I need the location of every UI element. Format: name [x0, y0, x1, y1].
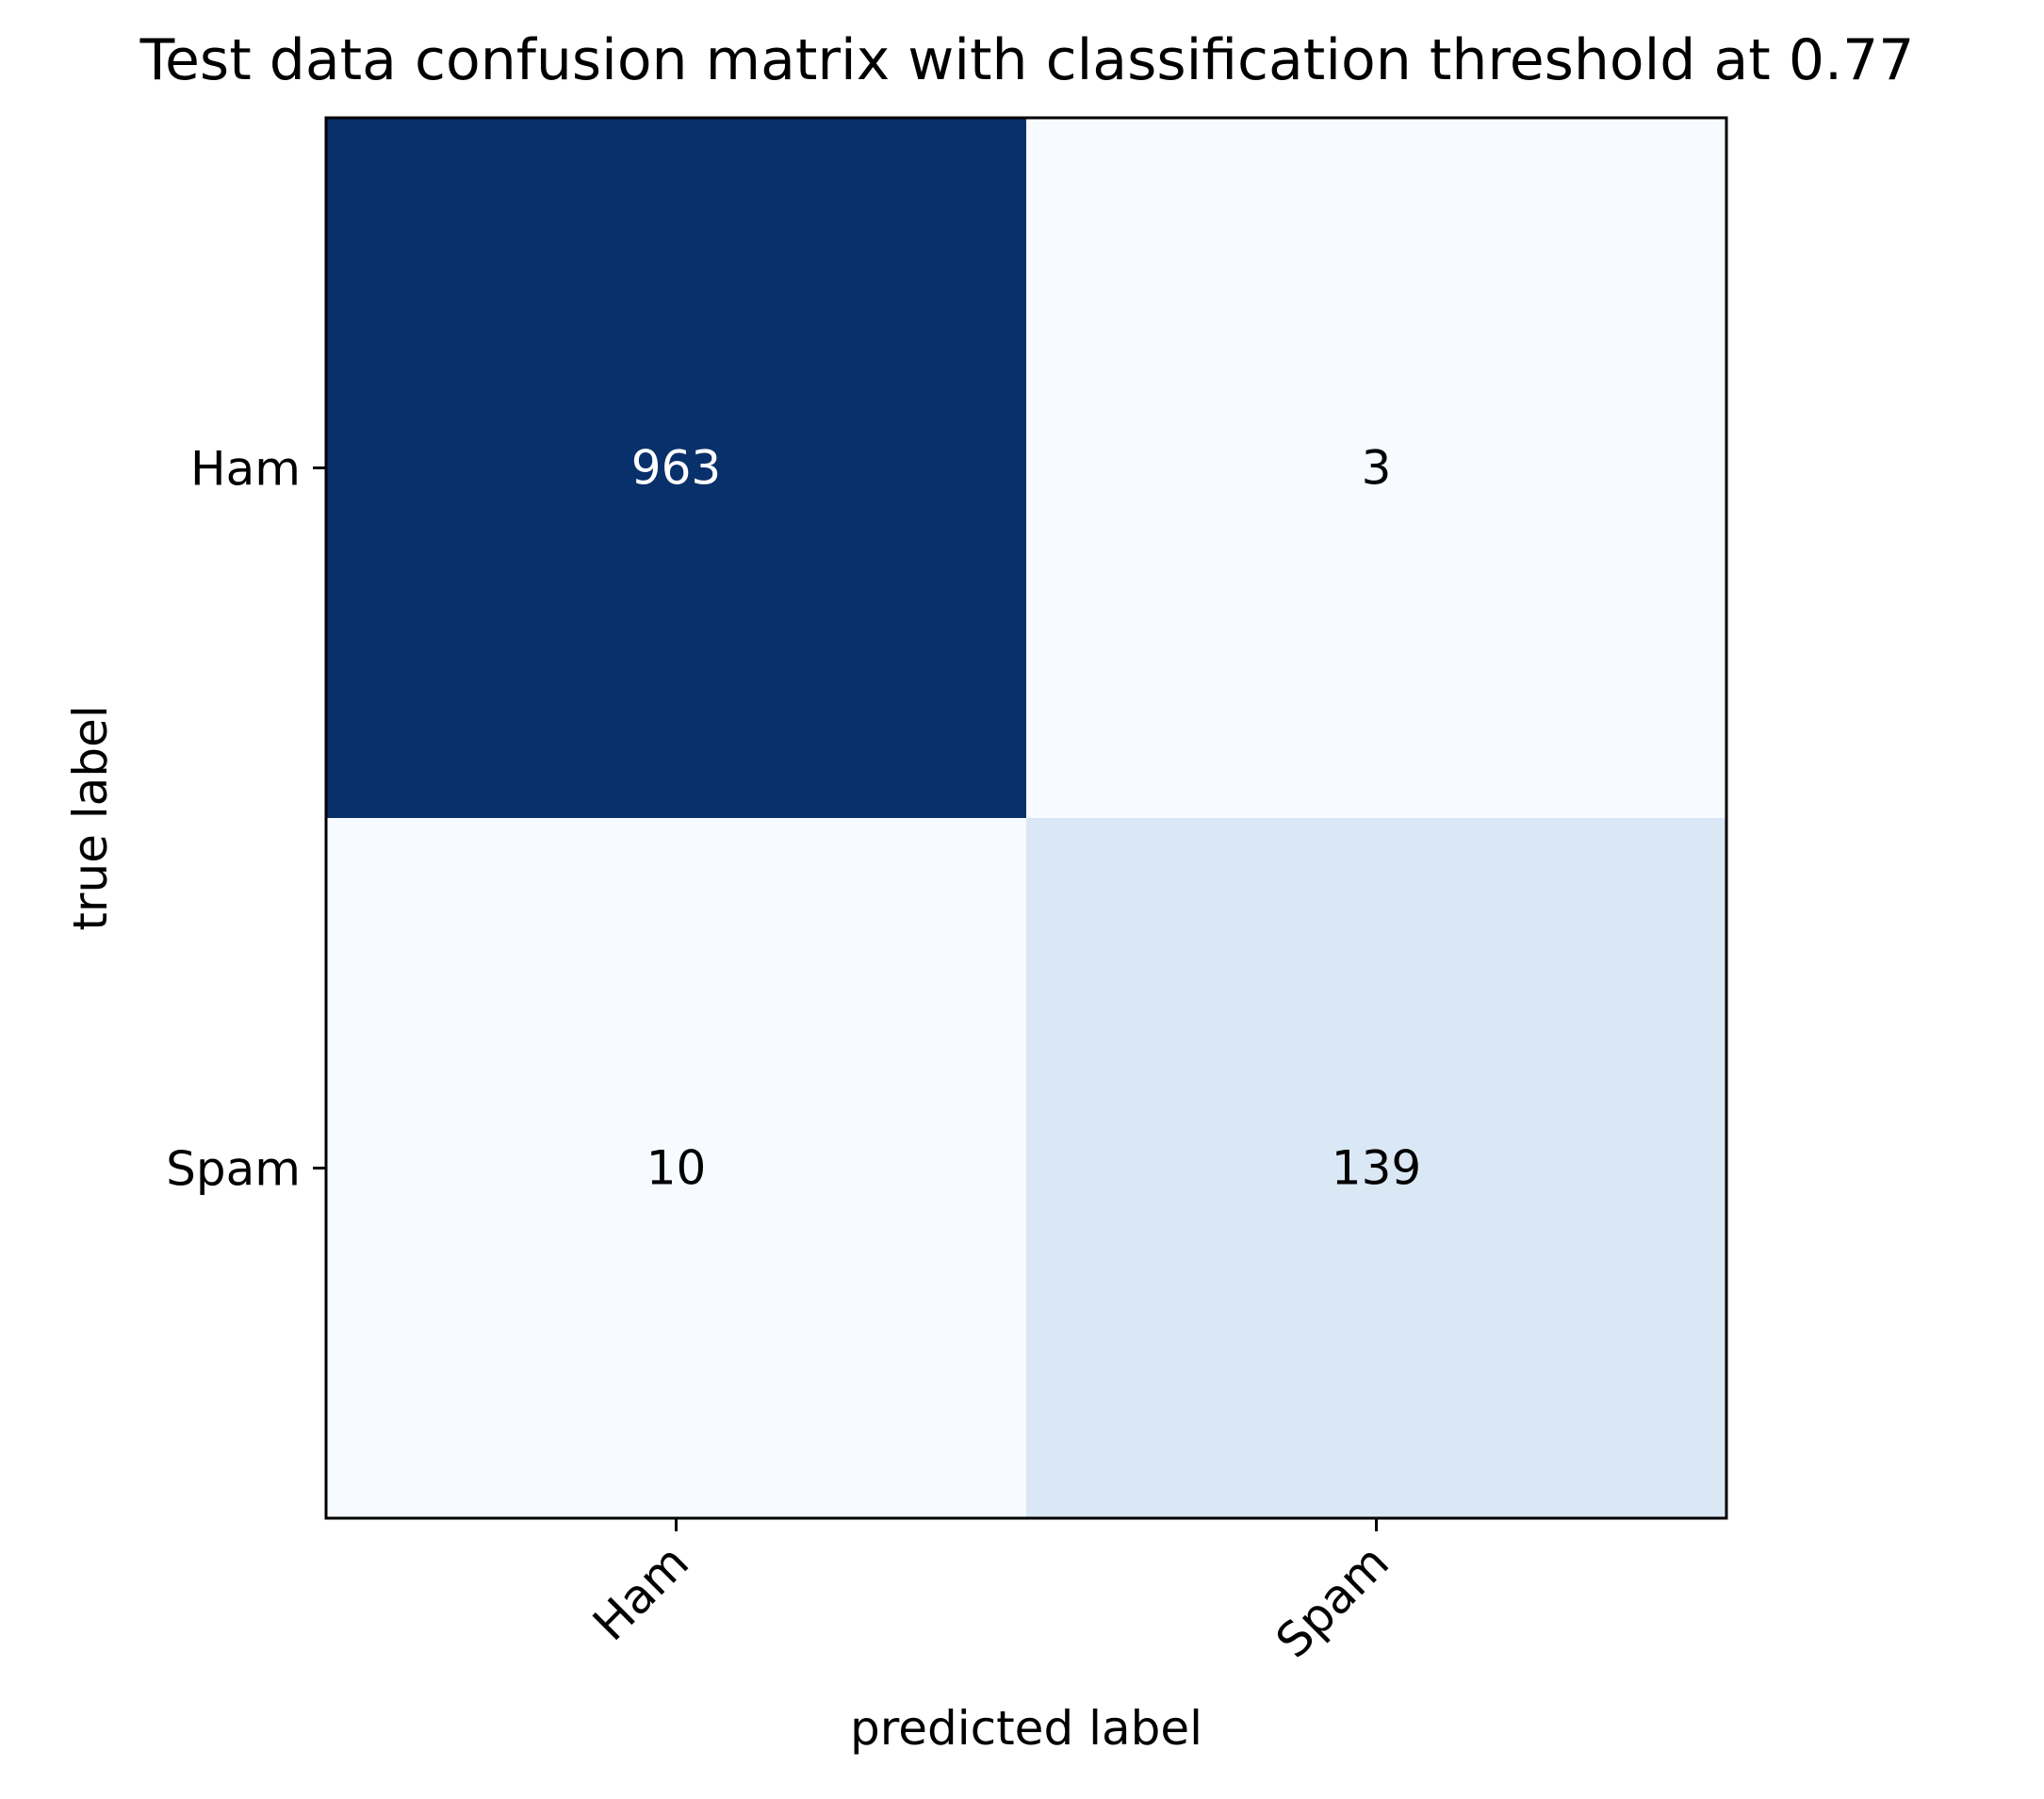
- matrix-cells: [326, 118, 1726, 1518]
- y-tick-label: Spam: [166, 1142, 301, 1197]
- chart-title: Test data confusion matrix with classifi…: [139, 27, 1915, 93]
- y-tick-label: Ham: [190, 442, 301, 497]
- cell-value-label: 3: [1362, 441, 1392, 496]
- plot-frame: [324, 116, 1728, 1520]
- cell-value-label: 10: [646, 1141, 707, 1196]
- cell-value-label: 139: [1332, 1141, 1421, 1196]
- matrix-cell-spam-ham: [326, 818, 1026, 1518]
- matrix-cell-ham-ham: [326, 118, 1026, 818]
- matrix-cell-ham-spam: [1026, 118, 1726, 818]
- x-axis-label: predicted label: [850, 1701, 1202, 1756]
- y-axis-label: true label: [63, 705, 118, 930]
- cell-annotations: 963 3 10 139: [631, 441, 1421, 1196]
- cell-value-label: 963: [631, 441, 721, 496]
- matrix-cell-spam-spam: [1026, 818, 1726, 1518]
